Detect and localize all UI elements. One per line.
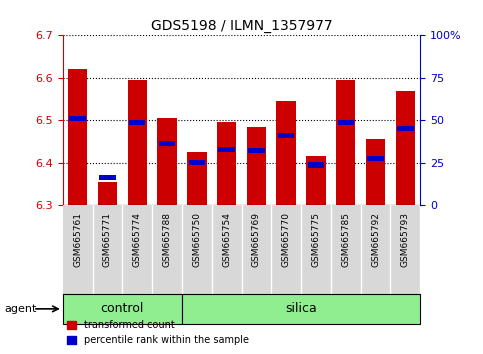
Bar [396, 91, 415, 205]
Bar [99, 175, 116, 180]
Text: GSM665788: GSM665788 [163, 212, 171, 267]
Bar [276, 101, 296, 205]
Bar [338, 120, 354, 125]
Bar [367, 156, 384, 161]
Bar [157, 118, 177, 205]
Bar [397, 126, 413, 131]
Bar [70, 116, 86, 121]
Bar [187, 152, 207, 205]
Text: GSM665761: GSM665761 [73, 212, 82, 267]
Bar [218, 147, 235, 152]
Title: GDS5198 / ILMN_1357977: GDS5198 / ILMN_1357977 [151, 19, 332, 33]
Bar [247, 127, 266, 205]
Text: GSM665769: GSM665769 [252, 212, 261, 267]
Bar [217, 122, 236, 205]
Text: GSM665792: GSM665792 [371, 212, 380, 267]
Text: GSM665771: GSM665771 [103, 212, 112, 267]
Bar [128, 80, 147, 205]
Text: GSM665750: GSM665750 [192, 212, 201, 267]
Text: control: control [100, 302, 144, 315]
Bar [98, 182, 117, 205]
Bar [336, 80, 355, 205]
Bar [63, 294, 182, 324]
Bar [306, 156, 326, 205]
Bar [159, 141, 175, 146]
Text: GSM665785: GSM665785 [341, 212, 350, 267]
Bar [129, 120, 145, 125]
Bar [248, 148, 265, 153]
Bar [366, 139, 385, 205]
Text: GSM665770: GSM665770 [282, 212, 291, 267]
Text: silica: silica [285, 302, 317, 315]
Bar [278, 133, 295, 138]
Bar [182, 294, 420, 324]
Text: GSM665775: GSM665775 [312, 212, 320, 267]
Bar [68, 69, 87, 205]
Legend: transformed count, percentile rank within the sample: transformed count, percentile rank withi… [63, 316, 253, 349]
Text: GSM665774: GSM665774 [133, 212, 142, 267]
Bar [188, 160, 205, 165]
Text: GSM665793: GSM665793 [401, 212, 410, 267]
Bar [308, 162, 324, 167]
Text: GSM665754: GSM665754 [222, 212, 231, 267]
Text: agent: agent [5, 304, 37, 314]
